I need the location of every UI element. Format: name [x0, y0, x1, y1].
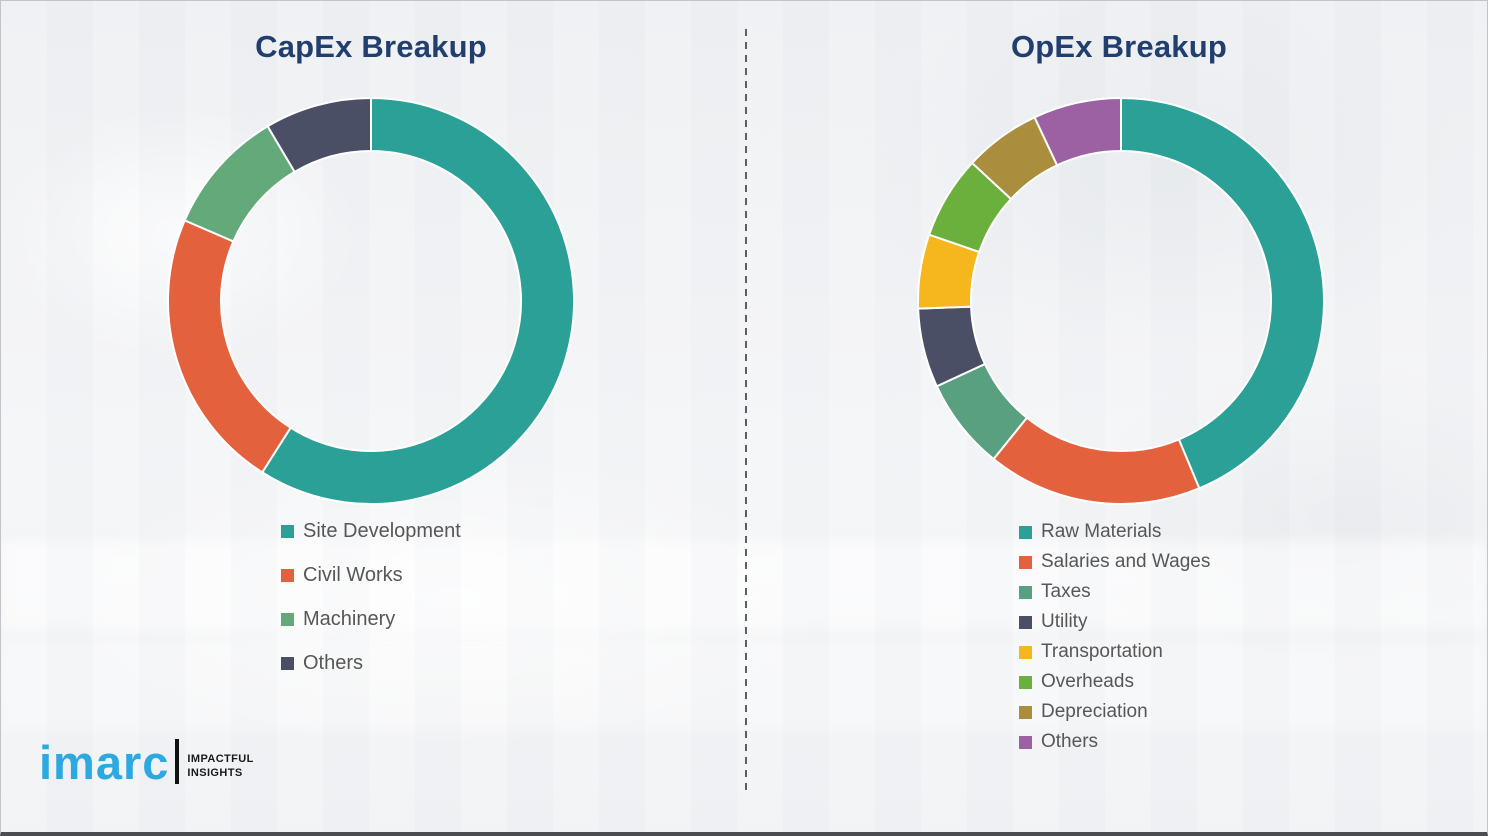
- donut-segment-civil-works: [167, 219, 293, 474]
- imarc-logo-separator: [175, 739, 180, 784]
- legend-swatch-depreciation: [1019, 705, 1032, 719]
- imarc-tagline-line2: INSIGHTS: [187, 767, 243, 779]
- legend-item-others: Others: [281, 641, 461, 685]
- imarc-logo-word: imarc: [39, 736, 170, 790]
- legend-item-civil-works: Civil Works: [281, 553, 461, 597]
- legend-label-machinery: Machinery: [303, 607, 396, 630]
- donut-segment-raw-materials: [1120, 96, 1325, 490]
- legend-swatch-utility: [1019, 615, 1032, 629]
- legend-swatch-others: [281, 656, 294, 670]
- legend-swatch-others: [1019, 735, 1032, 749]
- legend-label-overheads: Overheads: [1041, 671, 1134, 692]
- legend-swatch-overheads: [1019, 675, 1032, 689]
- legend-label-civil-works: Civil Works: [303, 563, 403, 586]
- donut-segment-site-development: [260, 96, 575, 505]
- donut-segment-salaries-and-wages: [992, 416, 1201, 505]
- legend-item-overheads: Overheads: [1019, 667, 1210, 697]
- legend-item-site-development: Site Development: [281, 509, 461, 553]
- donut-segment-others: [266, 96, 372, 174]
- opex-chart-title: OpEx Breakup: [1010, 29, 1228, 64]
- legend-label-salaries-and-wages: Salaries and Wages: [1041, 551, 1211, 572]
- imarc-tagline-line1: IMPACTFUL: [187, 753, 254, 765]
- opex-donut-chart: [917, 96, 1325, 505]
- legend-item-depreciation: Depreciation: [1019, 697, 1210, 727]
- legend-label-others: Others: [1041, 731, 1099, 752]
- legend-swatch-machinery: [281, 612, 294, 626]
- imarc-logo-tagline: IMPACTFUL INSIGHTS: [187, 752, 253, 786]
- legend-item-taxes: Taxes: [1019, 577, 1210, 607]
- legend-swatch-site-development: [281, 524, 294, 538]
- capex-donut-chart: [167, 96, 575, 505]
- capex-legend: Site Development Civil Works Machinery Othe…: [281, 509, 461, 685]
- legend-label-depreciation: Depreciation: [1041, 701, 1148, 722]
- legend-label-taxes: Taxes: [1041, 581, 1091, 602]
- legend-label-others: Others: [303, 651, 364, 674]
- legend-swatch-civil-works: [281, 568, 294, 582]
- legend-item-salaries-and-wages: Salaries and Wages: [1019, 547, 1210, 577]
- legend-label-site-development: Site Development: [303, 519, 461, 542]
- legend-item-others: Others: [1019, 727, 1210, 757]
- donut-segment-others: [1033, 96, 1122, 167]
- capex-chart-title: CapEx Breakup: [255, 29, 487, 64]
- legend-item-utility: Utility: [1019, 607, 1210, 637]
- legend-label-utility: Utility: [1041, 611, 1088, 632]
- legend-item-transportation: Transportation: [1019, 637, 1210, 667]
- opex-legend: Raw Materials Salaries and Wages Taxes Util…: [1019, 517, 1210, 757]
- legend-swatch-raw-materials: [1019, 525, 1032, 539]
- legend-item-raw-materials: Raw Materials: [1019, 517, 1210, 547]
- background-watermark-band: [1, 541, 1487, 631]
- legend-swatch-transportation: [1019, 645, 1032, 659]
- imarc-logo: imarc IMPACTFUL INSIGHTS: [39, 739, 254, 786]
- legend-item-machinery: Machinery: [281, 597, 461, 641]
- vertical-dashed-divider: [745, 29, 747, 791]
- legend-swatch-taxes: [1019, 585, 1032, 599]
- legend-label-transportation: Transportation: [1041, 641, 1163, 662]
- background-watermark-band: [1, 641, 1487, 731]
- legend-swatch-salaries-and-wages: [1019, 555, 1032, 569]
- legend-label-raw-materials: Raw Materials: [1041, 521, 1162, 542]
